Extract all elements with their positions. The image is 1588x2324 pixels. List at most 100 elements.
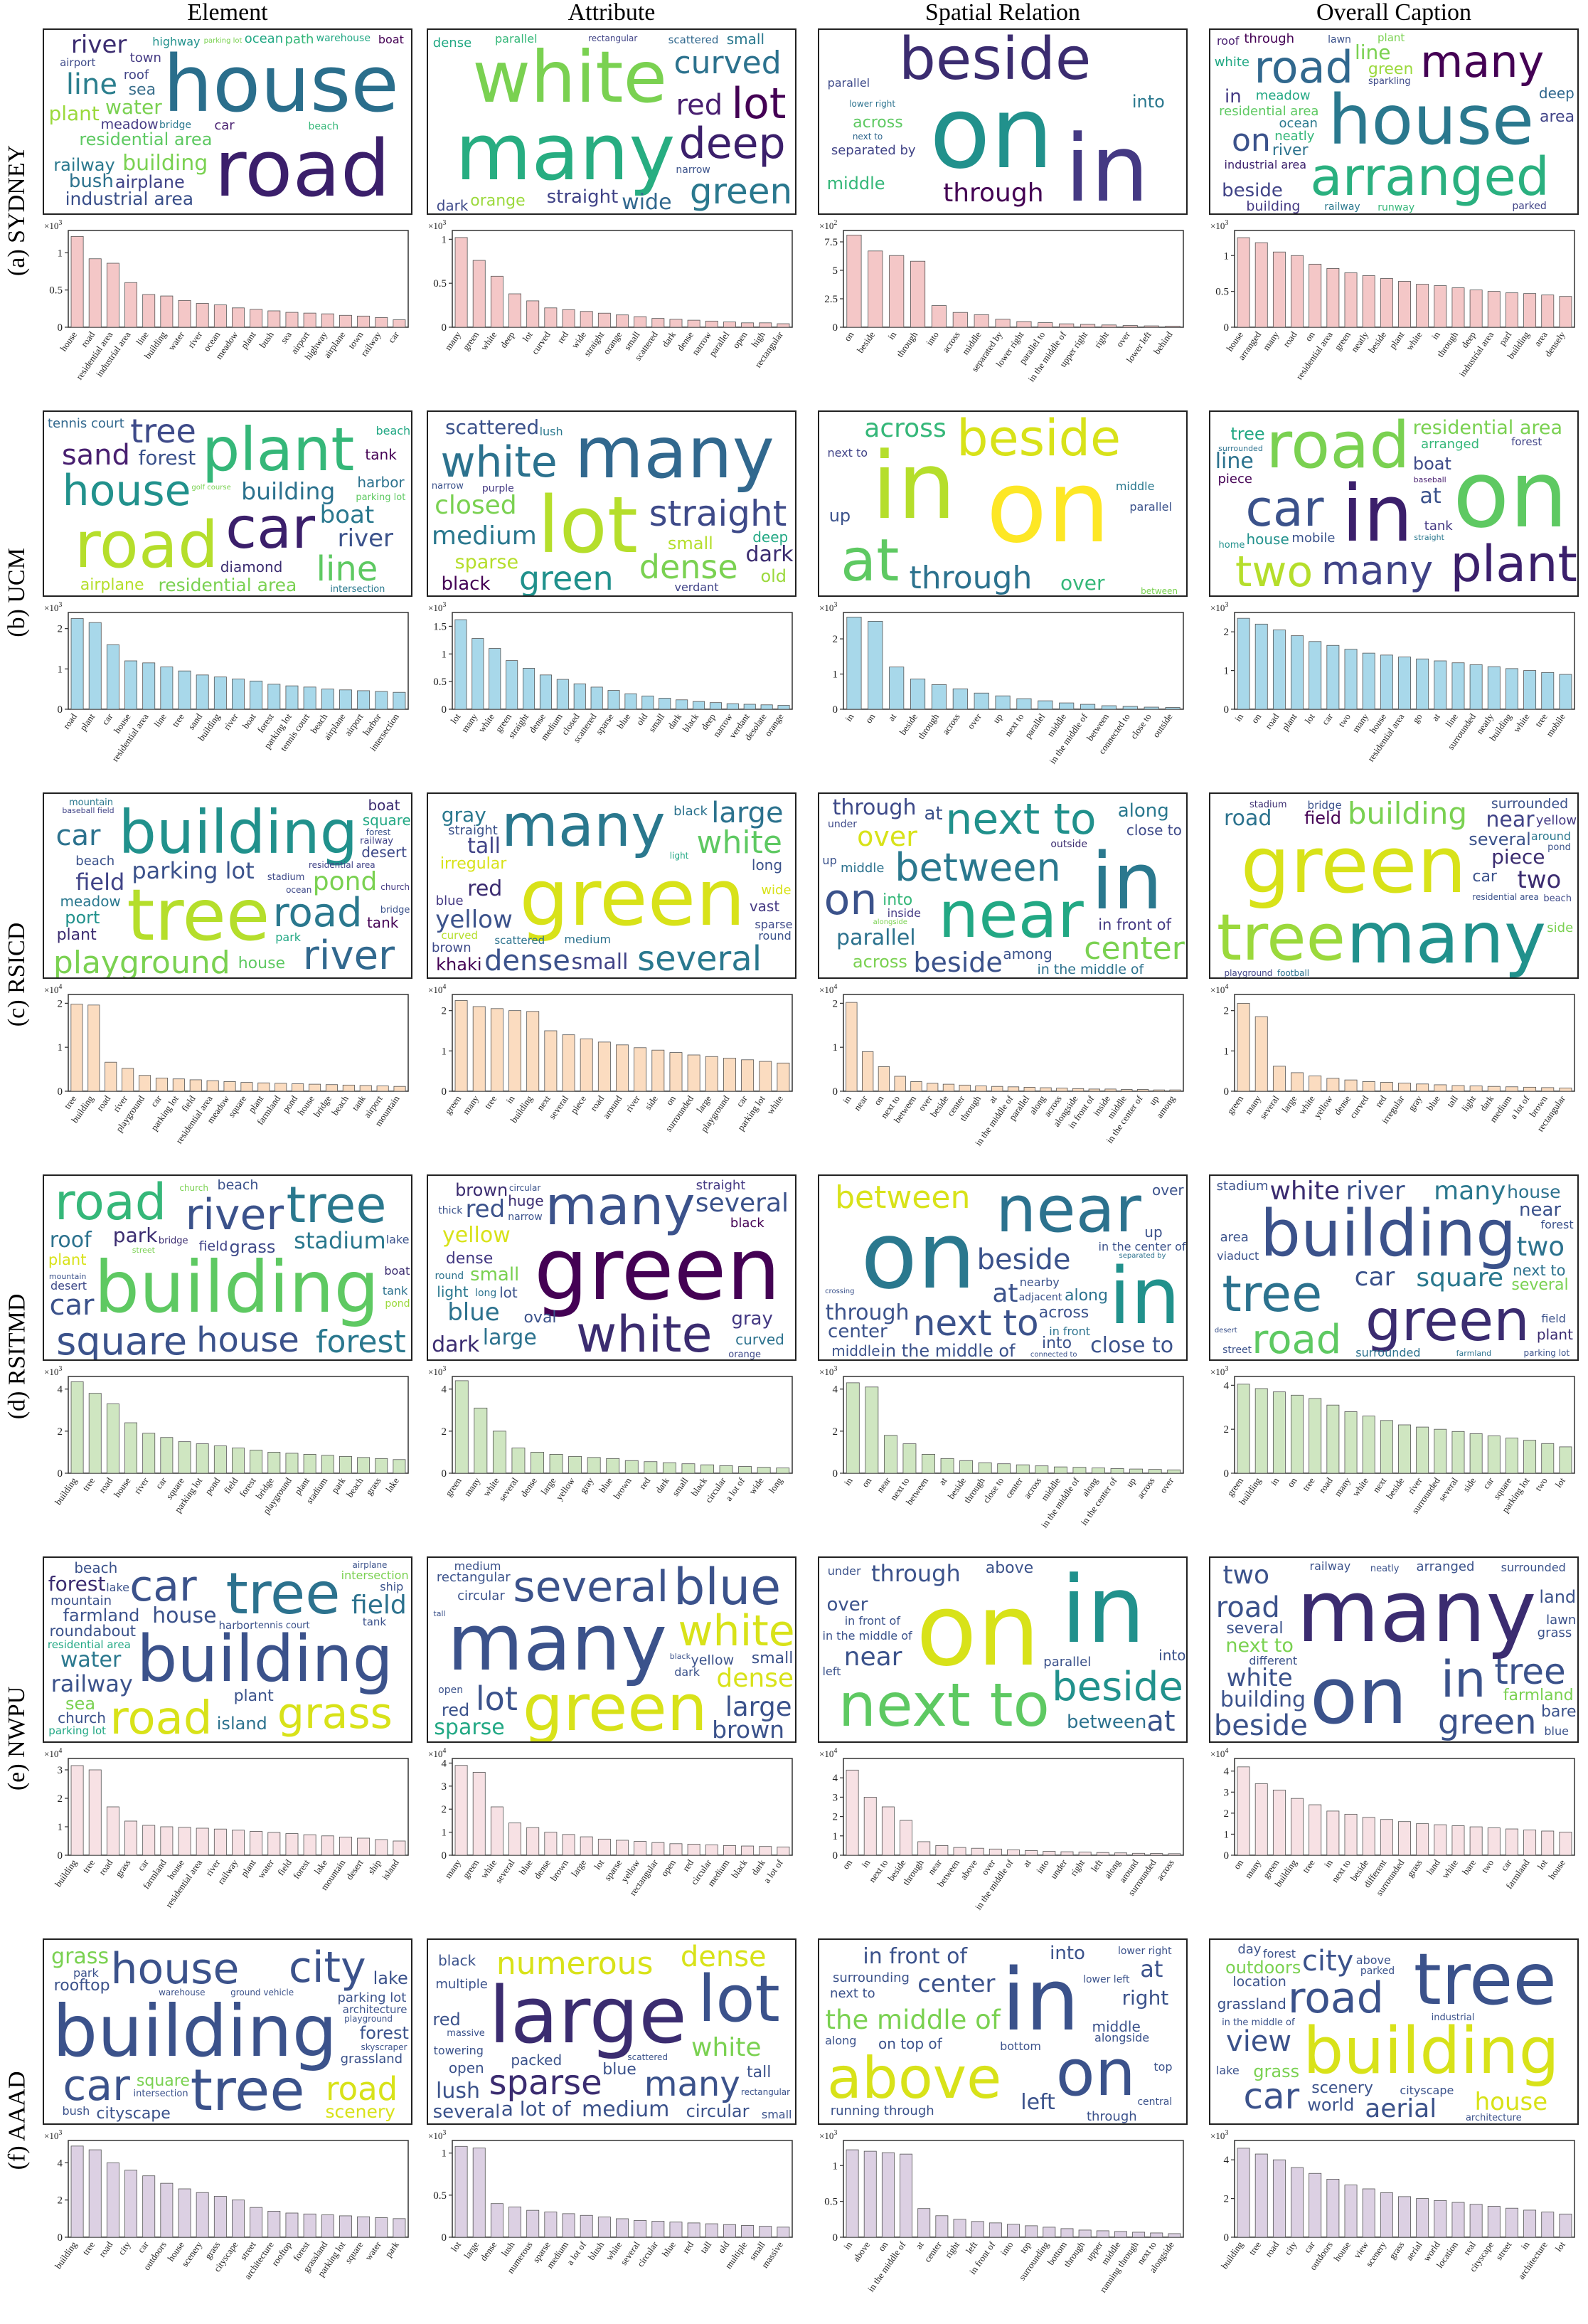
cloud-word: neatly: [1274, 128, 1315, 144]
x-tick-label: several: [1437, 1475, 1461, 1503]
cloud-word: khaki: [436, 954, 482, 975]
bar: [206, 1080, 219, 1092]
cloud-word: car: [1243, 2075, 1300, 2117]
x-tick-label: white: [1404, 329, 1424, 352]
x-tick-label: water: [363, 2239, 383, 2263]
bar: [1505, 1086, 1518, 1092]
word-cloud: house arranged many road on residential area i…: [1209, 28, 1579, 215]
bar: [232, 307, 245, 328]
cloud-word: piece: [1217, 472, 1252, 487]
x-tick-label: two: [1479, 1857, 1496, 1875]
x-tick-label: over: [965, 711, 984, 731]
cloud-word: numerous: [496, 1945, 654, 1982]
x-tick-label: lot: [448, 711, 462, 726]
cloud-word: several: [513, 1562, 669, 1613]
cloud-word: sparse: [489, 2063, 602, 2103]
cloud-word: tall: [467, 834, 501, 859]
bar: [213, 676, 227, 710]
cloud-word: boat: [1412, 454, 1451, 474]
cloud-word: small: [571, 949, 629, 975]
bar: [1025, 2225, 1038, 2238]
cloud-word: dense: [484, 945, 570, 978]
cloud-word: many: [501, 792, 666, 860]
cloud-word: parking lot: [1523, 1348, 1570, 1359]
cloud-word: beside: [956, 410, 1121, 468]
y-tick-label: 4: [833, 1384, 838, 1396]
x-tick-label: in: [841, 2239, 854, 2251]
cloud-word: plant: [56, 925, 97, 944]
bar: [106, 1404, 119, 1474]
bar: [910, 1081, 922, 1092]
row-label-text: (b) UCM: [4, 548, 31, 637]
bar: [1380, 278, 1393, 328]
cloud-word: near: [938, 878, 1084, 953]
bar: [303, 2213, 316, 2238]
word-cloud: on in near next to between beside at close to th…: [818, 1174, 1188, 1361]
cloud-word: building: [137, 1622, 393, 1697]
cloud-word: brown: [432, 940, 471, 955]
panel: many green white blue several large dense lot br…: [427, 1556, 796, 1926]
cloud-word: home: [1218, 539, 1245, 551]
bar: [1080, 704, 1096, 710]
x-tick-label: blue: [597, 1475, 614, 1495]
word-cloud: on in road plant car two many residential area h…: [1209, 410, 1579, 597]
bar: [1007, 2224, 1020, 2238]
bar: [1434, 285, 1447, 328]
x-tick-label: tall: [698, 2239, 713, 2256]
cloud-word: multiple: [435, 1976, 488, 1992]
cloud-word: farmland: [63, 1605, 140, 1625]
x-tick-label: deep: [498, 329, 516, 350]
x-tick-label: tree: [1533, 711, 1550, 729]
cloud-word: road: [74, 508, 219, 583]
bar: [1344, 1813, 1358, 1856]
cloud-word: through: [909, 559, 1033, 596]
cloud-word: deep: [752, 529, 789, 546]
panel: on in road plant car two many residential area h…: [1209, 410, 1579, 780]
bar: [1469, 290, 1483, 328]
bar: [357, 690, 371, 710]
cloud-word: dark: [432, 1332, 480, 1358]
bar: [687, 1844, 700, 1856]
y-tick-label: 0.5: [824, 2197, 838, 2208]
y-tick-label: 0: [442, 322, 447, 334]
cloud-word: under: [828, 819, 858, 831]
bar: [1016, 1464, 1030, 1474]
x-tick-label: tree: [170, 711, 187, 729]
cloud-word: warehouse: [316, 33, 371, 45]
column-header: Element: [187, 0, 268, 26]
panel: building green tree road two white car square ma…: [1209, 1174, 1579, 1544]
bar: [562, 2213, 575, 2238]
bar: [1101, 324, 1117, 328]
x-tick-label: red: [555, 329, 570, 346]
bar: [1398, 657, 1411, 710]
x-tick-label: bare: [1460, 1857, 1478, 1877]
cloud-word: stadium: [1216, 1178, 1269, 1194]
cloud-word: two: [1222, 1560, 1270, 1590]
cloud-word: pond: [312, 867, 378, 897]
bar: [659, 698, 671, 710]
bar: [952, 312, 968, 328]
bar: [213, 304, 227, 328]
x-tick-label: car: [734, 1093, 750, 1109]
cloud-word: connected to: [1030, 1351, 1077, 1359]
bar: [1309, 1804, 1322, 1856]
cloud-word: between: [835, 1179, 971, 1216]
panel: road house residential area line industrial …: [43, 28, 412, 398]
cloud-word: beside: [1222, 179, 1283, 201]
scale-label: ×103: [1210, 601, 1228, 613]
y-tick-label: 4: [1224, 1380, 1230, 1391]
cloud-word: car: [214, 118, 235, 134]
cloud-word: many: [1321, 548, 1434, 595]
bar: [1122, 325, 1138, 328]
cloud-word: in: [1065, 115, 1149, 215]
cloud-word: forest: [48, 1572, 106, 1596]
bar: [1309, 263, 1322, 328]
cloud-word: harbor: [357, 473, 405, 491]
cloud-word: near: [843, 1643, 902, 1672]
bar: [1150, 1853, 1163, 1856]
bar: [375, 317, 388, 328]
bar: [952, 688, 968, 710]
cloud-word: intersection: [330, 584, 385, 595]
bar: [359, 1085, 372, 1092]
bar: [1505, 1438, 1518, 1474]
